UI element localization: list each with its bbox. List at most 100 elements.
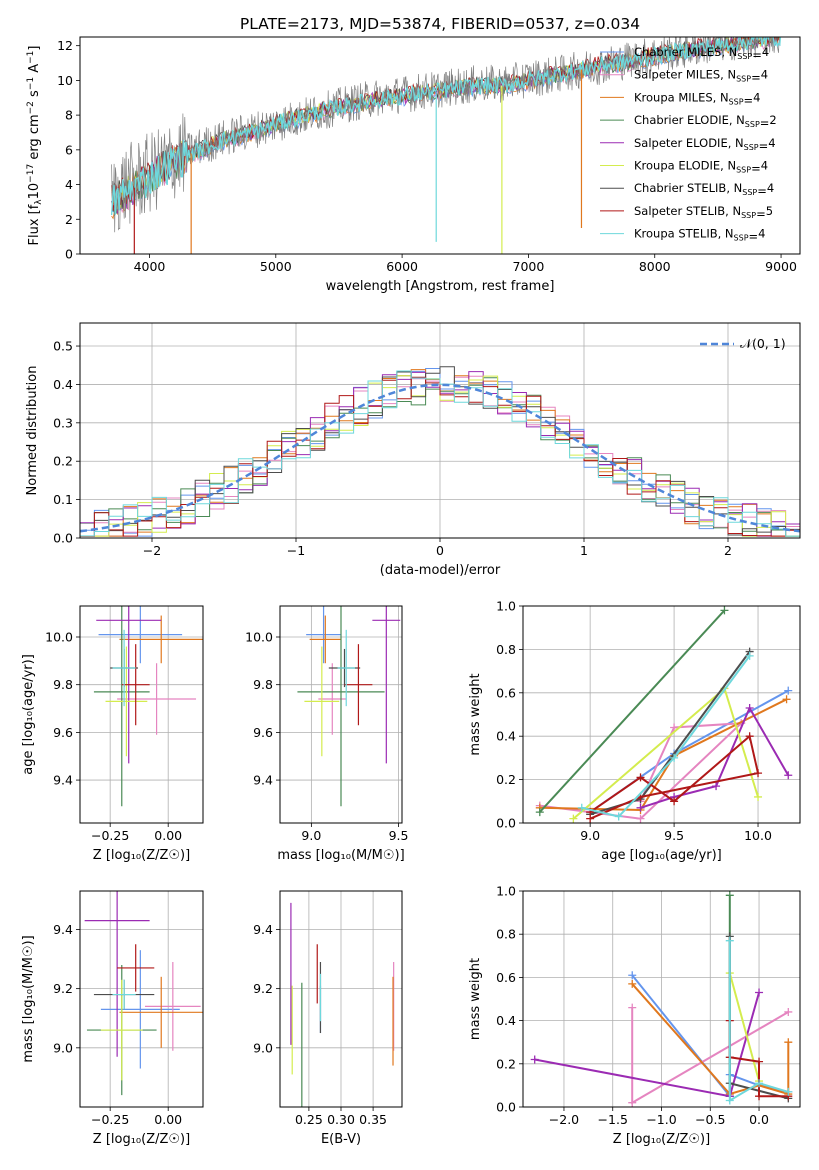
x-tick-label: 9.0	[301, 828, 321, 843]
y-tick-label: 9.8	[253, 677, 273, 692]
legend-subscript: SSP	[742, 188, 757, 197]
x-tick-label: −0.25	[91, 1112, 129, 1127]
legend-subscript: SSP	[737, 52, 752, 61]
legend-nssp: 4	[767, 181, 774, 195]
y-tick-label: 4	[65, 177, 73, 192]
weight-point-marker	[745, 703, 754, 712]
best-model-spectrum-line	[110, 37, 782, 216]
y-axis-label-part: λ	[34, 199, 44, 205]
y-axis-label-part: A	[27, 64, 42, 77]
y-tick-label: 8	[65, 108, 73, 123]
y-tick-label: 9.2	[53, 981, 73, 996]
weight-point-marker	[586, 814, 595, 823]
legend-nssp: 4	[758, 227, 765, 241]
weight-point-marker	[569, 814, 578, 823]
weight-point-marker	[530, 1055, 539, 1064]
legend-entry: Salpeter STELIB, NSSP=5	[634, 204, 773, 221]
weight-point-marker	[725, 1096, 734, 1105]
weight-point-marker	[725, 891, 734, 900]
plot-area	[535, 606, 793, 823]
weight-point-marker	[670, 797, 679, 806]
legend-subscript: SSP	[741, 211, 756, 220]
plot-area	[110, 37, 782, 254]
panel-age-vs-mass: 9.0 9.5 9.4 9.6 9.8 10.0 mass [log₁₀(M/M☉)]	[245, 605, 408, 863]
legend-subscript: SSP	[744, 143, 759, 152]
weight-point-marker	[628, 1003, 637, 1012]
legend-nssp: 4	[762, 45, 769, 59]
axes-frame	[79, 605, 204, 824]
weight-point-marker	[754, 792, 763, 801]
weight-point-marker	[755, 988, 764, 997]
weight-point-marker	[755, 1092, 764, 1101]
y-axis-label: mass weight	[468, 958, 483, 1040]
legend-entry: Chabrier STELIB, NSSP=4	[634, 181, 774, 198]
y-tick-label: 0.2	[496, 772, 516, 787]
weight-series-line	[539, 609, 726, 813]
x-axis-label: wavelength [Angstrom, rest frame]	[326, 279, 555, 294]
x-tick-label: −1	[287, 543, 305, 558]
legend-entry: Kroupa ELODIE, NSSP=4	[634, 159, 768, 176]
x-tick-label: 0.25	[295, 1112, 323, 1127]
weight-series-line	[581, 655, 751, 818]
legend-nssp: 4	[761, 159, 768, 173]
y-tick-label: 9.0	[53, 1040, 73, 1055]
weight-point-marker	[636, 803, 645, 812]
x-tick-label: 9.5	[664, 828, 684, 843]
y-tick-label: 0.8	[496, 642, 516, 657]
y-axis-label-part: −1	[26, 77, 36, 90]
weight-point-marker	[745, 651, 754, 660]
x-tick-label: 10.0	[744, 828, 772, 843]
y-tick-label: 9.4	[53, 922, 73, 937]
panel-age-vs-Z: −0.25 0.00 9.4 9.6 9.8 10.0 Z [log₁₀(Z/Z☉)] age…	[21, 605, 204, 863]
legend-label: Chabrier MILES, N	[634, 45, 737, 59]
x-tick-label: −1.0	[646, 1112, 676, 1127]
weight-point-marker	[784, 1007, 793, 1016]
weight-point-marker	[628, 971, 637, 980]
x-tick-label: −0.5	[695, 1112, 725, 1127]
x-tick-label: 6000	[386, 259, 418, 274]
weight-series-line	[728, 972, 760, 1082]
weight-point-marker	[784, 686, 793, 695]
plot-area	[530, 891, 793, 1107]
legend-subscript: SSP	[745, 120, 760, 129]
legend-subscript: SSP	[736, 75, 751, 84]
weight-point-marker	[784, 1087, 793, 1096]
x-tick-label: 0	[436, 543, 444, 558]
x-tick-label: −0.25	[91, 828, 129, 843]
y-tick-label: 0.3	[53, 415, 73, 430]
plot-area	[93, 606, 203, 807]
x-axis-label: (data-model)/error	[380, 563, 501, 578]
axes-frame	[79, 36, 801, 255]
y-tick-label: 0.6	[496, 970, 516, 985]
x-tick-label: 9.0	[580, 828, 600, 843]
y-axis-label-part: −1	[26, 51, 36, 64]
legend-entry: Kroupa STELIB, NSSP=4	[634, 227, 766, 244]
legend-nssp: 4	[768, 136, 775, 150]
x-tick-label: 9000	[765, 259, 797, 274]
y-tick-label: 9.6	[53, 725, 73, 740]
y-tick-label: 1.0	[496, 884, 516, 899]
y-axis-label: mass weight	[468, 673, 483, 755]
legend-label: Kroupa STELIB, N	[634, 227, 734, 241]
legend-nssp: 4	[753, 90, 760, 104]
weight-point-marker	[670, 723, 679, 732]
y-tick-label: 12	[57, 38, 73, 53]
legend-nssp: 5	[766, 204, 773, 218]
legend-label: Salpeter ELODIE, N	[634, 136, 744, 150]
weight-series-line	[728, 940, 789, 1103]
legend-subscript: SSP	[736, 166, 751, 175]
weight-point-marker	[636, 814, 645, 823]
weight-point-marker	[535, 808, 544, 817]
legend-entry: Salpeter MILES, NSSP=4	[634, 68, 768, 85]
weight-point-marker	[720, 606, 729, 615]
x-tick-label: 0.0	[749, 1112, 769, 1127]
y-tick-label: 0	[65, 247, 73, 262]
x-axis-label: mass [log₁₀(M/M☉)]	[277, 848, 404, 863]
legend-entry: Salpeter ELODIE, NSSP=4	[634, 136, 776, 153]
x-tick-label: 5000	[260, 259, 292, 274]
y-axis-label-part: 10	[27, 183, 42, 200]
x-tick-label: 0.00	[154, 1112, 182, 1127]
x-tick-label: 2	[724, 543, 732, 558]
legend-nssp: 2	[769, 113, 776, 127]
